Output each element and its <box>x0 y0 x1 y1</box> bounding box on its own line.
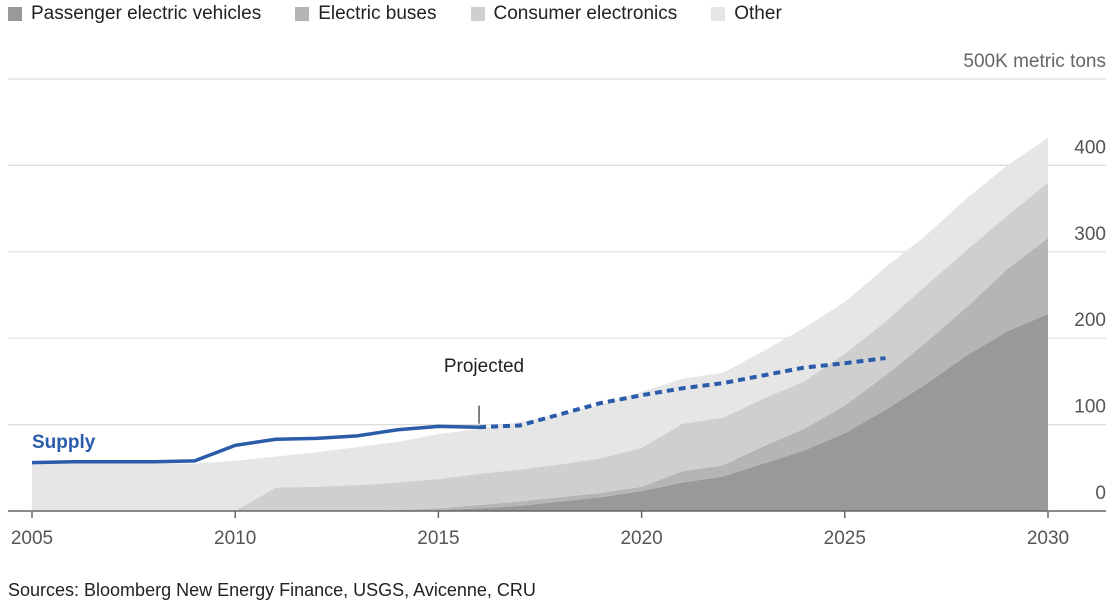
y-tick-label: 0 <box>1095 483 1106 504</box>
supply-line-actual <box>31 424 480 465</box>
x-tick-label: 2015 <box>417 528 459 549</box>
y-axis-unit-label: 500K metric tons <box>963 51 1106 72</box>
legend-swatch <box>470 7 485 21</box>
area-consumer-electronics <box>32 182 1048 511</box>
supply-lines <box>31 356 886 465</box>
area-electric-buses <box>32 237 1048 511</box>
y-tick-label: 100 <box>1074 397 1106 418</box>
legend-label: Passenger electric vehicles <box>31 3 262 24</box>
chart-legend: Passenger electric vehicles Electric buse… <box>8 2 816 26</box>
axes: 2005 2010 2015 2020 2025 2030 0 100 200 300 400 <box>8 137 1106 549</box>
x-tick-label: 2010 <box>214 528 256 549</box>
legend-swatch <box>295 7 310 21</box>
legend-item: Electric buses <box>295 3 437 25</box>
legend-item: Other <box>711 3 782 25</box>
area-passenger-electric-vehicles <box>32 314 1048 511</box>
chart-labels: 500K metric tons Supply Projected <box>32 51 1106 453</box>
supply-series-label: Supply <box>32 432 96 453</box>
supply-line-projected <box>478 356 886 430</box>
x-tick-label: 2025 <box>824 528 866 549</box>
legend-label: Other <box>734 3 782 24</box>
y-tick-label: 200 <box>1074 310 1106 331</box>
x-tick-label: 2020 <box>620 528 662 549</box>
area-other <box>32 137 1048 511</box>
legend-item: Consumer electronics <box>470 3 678 25</box>
x-tick-label: 2005 <box>11 528 53 549</box>
legend-label: Consumer electronics <box>493 3 678 24</box>
y-tick-label: 400 <box>1074 137 1106 158</box>
legend-swatch <box>711 7 726 21</box>
y-tick-label: 300 <box>1074 224 1106 245</box>
legend-swatch <box>8 7 22 21</box>
stacked-areas <box>32 137 1048 511</box>
legend-item: Passenger electric vehicles <box>8 3 261 25</box>
projected-annotation: Projected <box>444 356 524 377</box>
source-note: Sources: Bloomberg New Energy Finance, U… <box>8 580 536 600</box>
x-tick-label: 2030 <box>1027 528 1069 549</box>
legend-label: Electric buses <box>318 3 437 24</box>
